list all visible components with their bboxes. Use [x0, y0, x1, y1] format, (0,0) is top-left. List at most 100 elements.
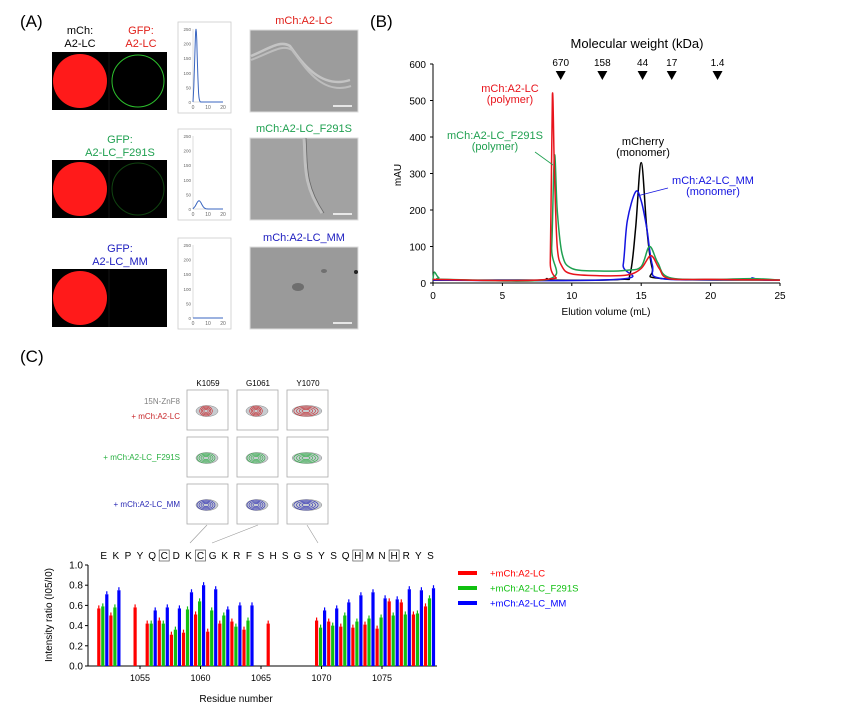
aggregate — [292, 283, 304, 291]
histogram-ytick: 250 — [183, 243, 191, 248]
mw-marker-label: 158 — [594, 58, 611, 69]
mcherry-droplet — [53, 162, 107, 216]
bar — [117, 590, 121, 666]
bar-legend: +mCh:A2-LC +mCh:A2-LC_F291S +mCh:A2-LC_MM — [458, 569, 578, 610]
residue-letter: F — [246, 551, 252, 562]
legend-label: +mCh:A2-LC_F291S — [490, 584, 578, 595]
residue-box — [195, 549, 206, 562]
peak-contour — [252, 455, 260, 460]
gfp-label-line1: GFP: — [128, 25, 154, 37]
peak-contour — [198, 453, 214, 463]
mcherry-droplet — [53, 54, 107, 108]
bar — [198, 601, 202, 666]
residue-letter: D — [173, 551, 180, 562]
histogram-ytick: 200 — [183, 258, 191, 263]
peak-contour — [196, 499, 216, 511]
bar — [210, 610, 214, 666]
peak-contour — [298, 407, 314, 415]
mw-marker-label: 44 — [637, 58, 649, 69]
sec-trace-mch-a2-lc — [432, 92, 781, 282]
bar — [339, 626, 343, 666]
residue-letter: Y — [318, 551, 325, 562]
bar — [194, 614, 198, 666]
sec-ytick-label: 400 — [409, 133, 426, 144]
mw-marker-label: 670 — [552, 58, 569, 69]
sec-annotation-state: (monomer) — [686, 186, 740, 198]
mw-marker-label: 17 — [666, 58, 678, 69]
residue-letter: C — [197, 551, 204, 562]
reference-peak-contour — [195, 405, 219, 417]
bar — [101, 606, 105, 666]
peak-contour — [301, 455, 311, 460]
peak-contour — [296, 500, 316, 510]
gfp-label-line2: A2-LC — [125, 38, 156, 50]
sec-trace-mch-a2-lc-f291s — [432, 154, 781, 282]
residue-letter: R — [403, 551, 410, 562]
legend-swatch — [458, 571, 477, 575]
bar — [383, 598, 387, 666]
residue-box — [352, 549, 364, 562]
peak-contour — [252, 502, 260, 507]
residue-letter: K — [221, 551, 228, 562]
bar — [145, 623, 149, 666]
histogram-ytick: 100 — [183, 287, 191, 292]
residue-letter: M — [366, 551, 374, 562]
peak-contour — [253, 408, 259, 413]
bar — [351, 627, 355, 666]
tem-image — [249, 246, 359, 330]
bar — [250, 605, 254, 666]
residue-letter: S — [330, 551, 337, 562]
bar — [407, 589, 411, 666]
nmr-column-label: Y1070 — [296, 379, 320, 388]
histogram-ytick: 250 — [183, 134, 191, 139]
residue-connector-line — [189, 524, 208, 544]
bar — [319, 627, 323, 666]
sec-ytick-label: 500 — [409, 97, 426, 108]
bar — [427, 598, 432, 666]
peak-contour — [293, 499, 319, 511]
panel-label-b: (B) — [370, 12, 393, 31]
gfp-droplet-ring — [111, 54, 165, 108]
bar — [230, 621, 234, 666]
histogram-ytick: 50 — [186, 192, 192, 197]
bar — [165, 607, 169, 666]
peak-contour — [296, 406, 316, 416]
bar — [218, 623, 222, 666]
sec-xtick-label: 15 — [636, 291, 648, 302]
histogram-ytick: 0 — [188, 207, 191, 212]
gfp-label-line1: GFP: — [107, 134, 133, 146]
histogram-xtick: 20 — [220, 105, 226, 111]
residue-connector-line — [211, 524, 259, 544]
residue-letter: Y — [415, 551, 422, 562]
histogram-ytick: 200 — [183, 149, 191, 154]
peak-contour — [296, 453, 316, 463]
sec-xtick-label: 5 — [500, 291, 506, 302]
histogram-frame — [177, 237, 232, 330]
panel-label-c: (C) — [20, 347, 44, 366]
reference-peak-contour — [245, 405, 269, 417]
histogram-ytick: 0 — [188, 100, 191, 105]
bar — [169, 634, 173, 666]
nmr-row-label: + mCh:A2-LC_MM — [114, 500, 181, 509]
bar — [411, 614, 415, 666]
sec-ytick-label: 600 — [409, 60, 426, 71]
bar — [335, 608, 339, 666]
peak-contour — [298, 501, 314, 509]
bar — [367, 618, 371, 666]
bar — [371, 592, 375, 666]
nmr-row-label: + mCh:A2-LC_F291S — [103, 453, 180, 462]
mw-marker-triangle — [712, 71, 723, 80]
histogram-ytick: 250 — [183, 27, 191, 32]
sec-xtick-label: 25 — [774, 291, 786, 302]
sec-xtick-label: 10 — [566, 291, 578, 302]
peak-contour — [200, 406, 212, 416]
sec-annotation-pointer — [636, 187, 669, 197]
panel-label-a: (A) — [20, 12, 43, 31]
sec-annotation-pointer — [534, 151, 554, 166]
bar — [375, 628, 379, 666]
tem-title: mCh:A2-LC_F291S — [256, 123, 352, 135]
residue-letter: S — [306, 551, 313, 562]
histogram-ytick: 100 — [183, 178, 191, 183]
sec-ytick-label: 100 — [409, 243, 426, 254]
peak-contour — [249, 405, 263, 417]
